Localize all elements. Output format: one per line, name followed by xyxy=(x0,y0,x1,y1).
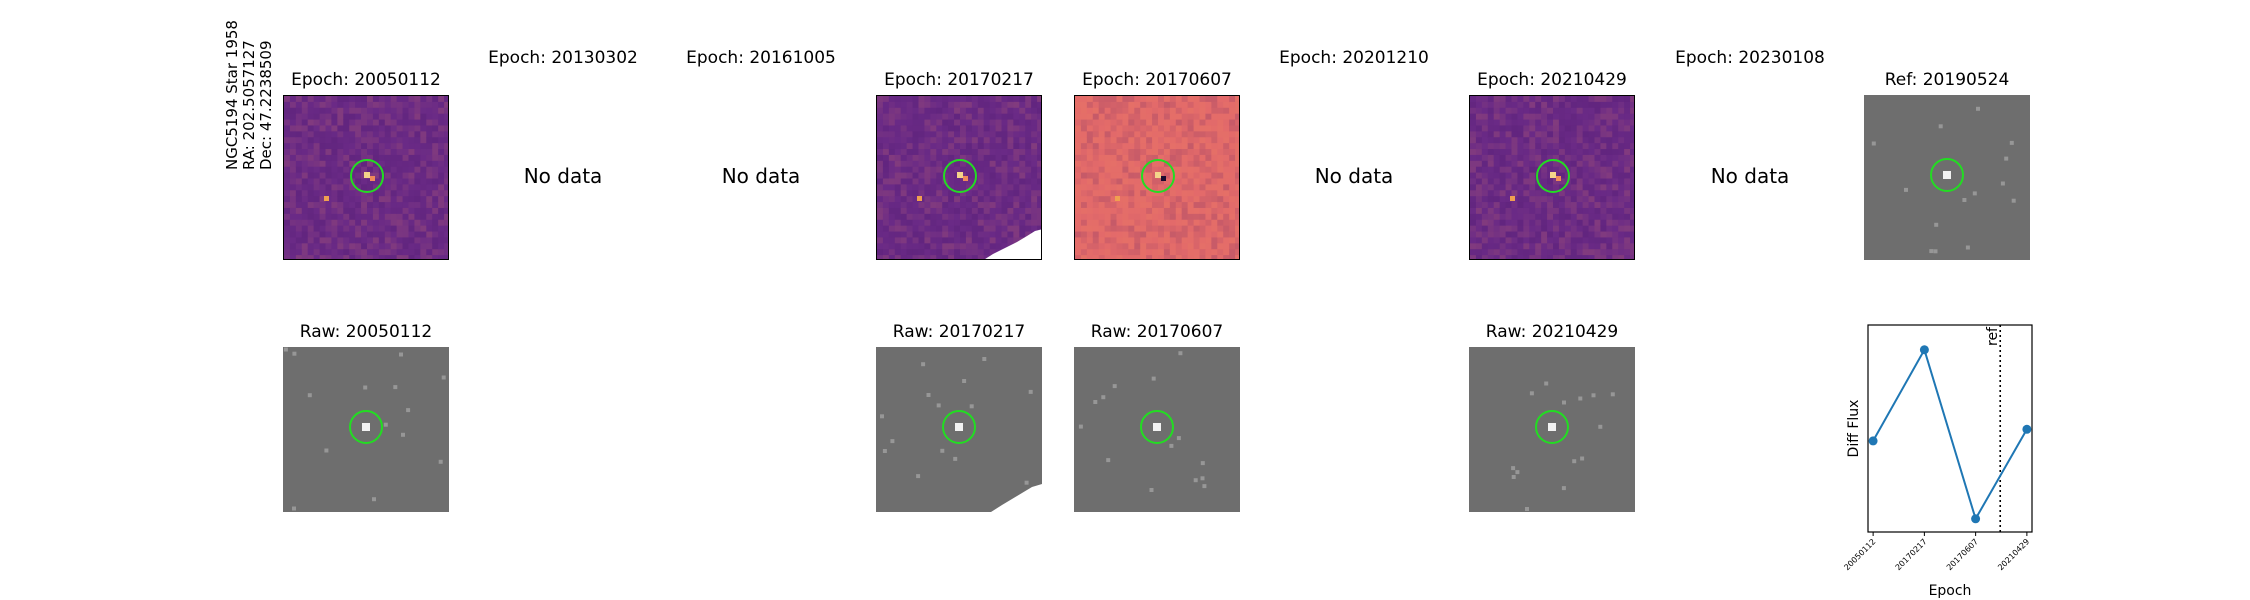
epoch-title-7: Epoch: 20210429 xyxy=(1477,70,1627,90)
raw-cutout-20210429 xyxy=(1469,347,1635,512)
target-dec: Dec: 47.2238509 xyxy=(257,40,275,170)
raw-title-4: Raw: 20170217 xyxy=(892,322,1026,342)
raw-cutout-20170607 xyxy=(1074,347,1240,512)
data-point xyxy=(1971,514,1981,524)
no-data-label: No data xyxy=(1710,164,1790,188)
ref-title: Ref: 20190524 xyxy=(1884,70,2010,90)
target-circle xyxy=(1140,410,1174,444)
light-curve-chart: ref 20050112 20170217 20170607 20210429 Epoch… xyxy=(1842,324,2033,599)
y-axis-label: Diff Flux xyxy=(1846,400,1862,458)
epoch-title-5: Epoch: 20170607 xyxy=(1082,70,1232,90)
data-point xyxy=(1919,345,1929,355)
target-circle xyxy=(1141,159,1175,193)
raw-cutout-20050112 xyxy=(283,347,449,512)
plot-frame xyxy=(1867,324,2033,533)
target-name: NGC5194 Star 1958 xyxy=(223,20,241,170)
x-tick-label: 20210429 xyxy=(1996,537,2031,572)
no-data-label: No data xyxy=(523,164,603,188)
raw-title-1: Raw: 20050112 xyxy=(299,322,433,342)
target-circle xyxy=(1536,159,1570,193)
series-line xyxy=(1872,347,2028,522)
x-axis-label: Epoch xyxy=(1929,583,1972,599)
raw-cutout-20170217 xyxy=(876,347,1042,512)
epoch-title-8: Epoch: 20230108 xyxy=(1675,48,1825,68)
no-data-label: No data xyxy=(721,164,801,188)
blank-region xyxy=(991,484,1042,512)
raw-title-5: Raw: 20170607 xyxy=(1090,322,1224,342)
target-circle xyxy=(349,410,383,444)
epoch-title-1: Epoch: 20050112 xyxy=(291,70,441,90)
diff-cutout-20210429 xyxy=(1469,95,1635,260)
epoch-title-3: Epoch: 20161005 xyxy=(686,48,836,68)
x-tick-label: 20170217 xyxy=(1894,537,1929,572)
epoch-title-4: Epoch: 20170217 xyxy=(884,70,1034,90)
target-ra: RA: 202.5057127 xyxy=(240,40,258,170)
epoch-title-2: Epoch: 20130302 xyxy=(488,48,638,68)
target-label: NGC5194 Star 1958 RA: 202.5057127 Dec: 4… xyxy=(223,20,275,170)
diff-cutout-20050112 xyxy=(283,95,449,260)
target-circle xyxy=(943,159,977,193)
target-circle xyxy=(1535,410,1569,444)
diff-cutout-20170607 xyxy=(1074,95,1240,260)
data-point xyxy=(2022,424,2032,434)
no-data-label: No data xyxy=(1314,164,1394,188)
epoch-title-6: Epoch: 20201210 xyxy=(1279,48,1429,68)
data-point xyxy=(1868,436,1878,446)
reference-cutout xyxy=(1864,95,2030,260)
raw-title-7: Raw: 20210429 xyxy=(1485,322,1619,342)
target-circle xyxy=(1930,158,1964,192)
x-tick-label: 20050112 xyxy=(1842,537,1877,572)
target-circle xyxy=(942,410,976,444)
x-tick-label: 20170607 xyxy=(1945,537,1980,572)
diff-cutout-20170217 xyxy=(876,95,1042,260)
blank-region xyxy=(985,229,1041,259)
target-circle xyxy=(350,159,384,193)
ref-line-label: ref xyxy=(1985,326,2001,346)
